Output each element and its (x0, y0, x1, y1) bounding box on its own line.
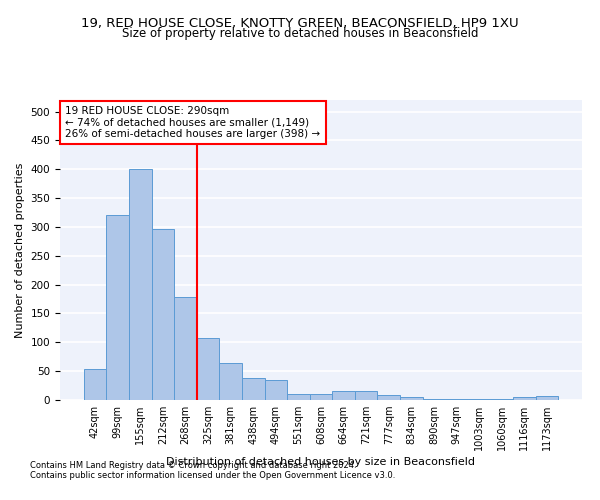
Bar (422, 399, 445, 400)
Text: Contains public sector information licensed under the Open Government Licence v3: Contains public sector information licen… (30, 471, 395, 480)
Bar (355, 391, 377, 400)
Bar (129, 169, 152, 400)
Y-axis label: Number of detached properties: Number of detached properties (15, 162, 25, 338)
Bar (106, 216, 129, 400)
Bar (400, 397, 422, 400)
Bar (377, 395, 400, 400)
Text: 19 RED HOUSE CLOSE: 290sqm
← 74% of detached houses are smaller (1,149)
26% of s: 19 RED HOUSE CLOSE: 290sqm ← 74% of deta… (65, 106, 320, 139)
Text: 19, RED HOUSE CLOSE, KNOTTY GREEN, BEACONSFIELD, HP9 1XU: 19, RED HOUSE CLOSE, KNOTTY GREEN, BEACO… (81, 18, 519, 30)
X-axis label: Distribution of detached houses by size in Beaconsfield: Distribution of detached houses by size … (167, 457, 476, 467)
Text: Contains HM Land Registry data © Crown copyright and database right 2024.: Contains HM Land Registry data © Crown c… (30, 461, 356, 470)
Bar (265, 380, 287, 400)
Bar (220, 362, 242, 400)
Bar (332, 392, 355, 400)
Bar (84, 369, 106, 400)
Bar (197, 338, 220, 400)
Bar (174, 298, 197, 400)
Bar (536, 396, 558, 400)
Bar (152, 228, 174, 400)
Bar (310, 394, 332, 400)
Text: Size of property relative to detached houses in Beaconsfield: Size of property relative to detached ho… (122, 28, 478, 40)
Bar (513, 396, 536, 400)
Bar (287, 394, 310, 400)
Bar (242, 378, 265, 400)
